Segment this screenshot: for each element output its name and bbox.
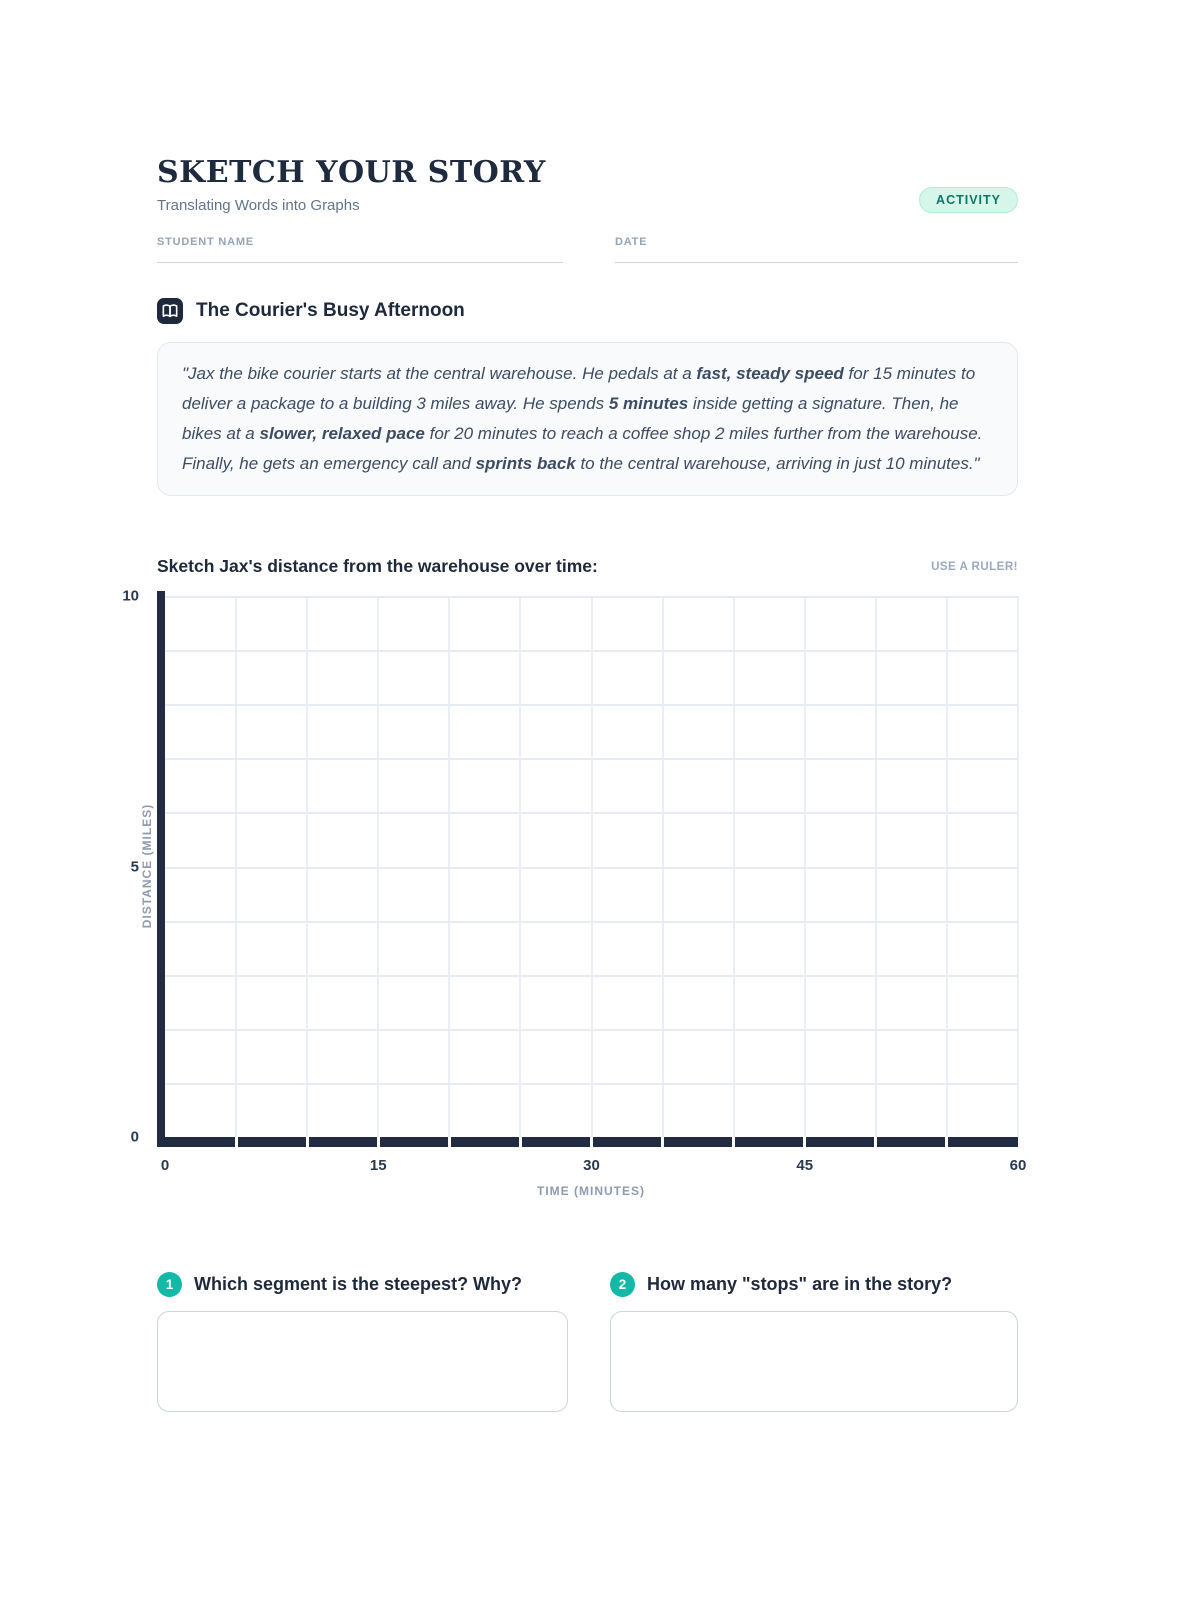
axis-grid-gap: [234, 1137, 238, 1147]
question-1-header: 1 Which segment is the steepest? Why?: [157, 1272, 568, 1297]
date-field[interactable]: DATE: [615, 236, 1018, 263]
story-phrase: "Jax the bike courier starts at the cent…: [182, 364, 697, 383]
question-2-number-badge: 2: [610, 1272, 635, 1297]
horizontal-gridline: [165, 704, 1018, 707]
page-subtitle: Translating Words into Graphs: [157, 197, 360, 214]
worksheet-page: SKETCH YOUR STORY Translating Words into…: [122, 0, 1026, 1600]
axis-grid-gap: [732, 1137, 736, 1147]
y-tick-label: 5: [130, 858, 139, 875]
story-text: "Jax the bike courier starts at the cent…: [182, 359, 993, 479]
story-phrase: for 15 minutes to deliver a package to a…: [182, 364, 976, 413]
question-2: 2 How many "stops" are in the story?: [610, 1272, 1018, 1412]
date-input[interactable]: [615, 248, 1018, 263]
x-tick-label: 45: [796, 1157, 814, 1174]
x-tick-label: 15: [369, 1157, 387, 1174]
axis-grid-gap: [945, 1137, 949, 1147]
horizontal-gridline: [165, 758, 1018, 761]
horizontal-gridline: [165, 596, 1018, 598]
story-bold-phrase: slower, relaxed pace: [259, 424, 425, 443]
axis-grid-gap: [305, 1137, 309, 1147]
axis-grid-gap: [447, 1137, 451, 1147]
story-header: The Courier's Busy Afternoon: [157, 298, 465, 324]
story-phrase: for 20 minutes to reach a coffee shop 2 …: [182, 424, 983, 473]
answer-box-1[interactable]: [157, 1311, 568, 1412]
horizontal-gridline: [165, 812, 1018, 815]
story-phrase: inside getting a signature. Then, he bik…: [182, 394, 959, 443]
axis-grid-gap: [874, 1137, 878, 1147]
date-label: DATE: [615, 236, 648, 248]
horizontal-gridline: [165, 1082, 1018, 1085]
horizontal-gridline: [165, 650, 1018, 653]
horizontal-gridline: [165, 974, 1018, 977]
x-tick-label: 0: [160, 1157, 170, 1174]
story-phrase: to the central warehouse, arriving in ju…: [575, 454, 980, 473]
y-axis-title: DISTANCE (MILES): [140, 803, 154, 929]
axis-grid-gap: [590, 1137, 593, 1147]
story-bold-phrase: 5 minutes: [608, 394, 689, 413]
horizontal-gridline: [165, 866, 1018, 869]
student-name-input[interactable]: [157, 248, 563, 263]
question-2-text: How many "stops" are in the story?: [647, 1274, 953, 1294]
story-box: "Jax the bike courier starts at the cent…: [157, 342, 1018, 496]
axis-grid-gap: [376, 1137, 380, 1147]
open-book-icon: [157, 298, 183, 324]
vertical-gridline: [1017, 596, 1019, 1137]
axis-grid-gap: [803, 1137, 807, 1147]
activity-badge: ACTIVITY: [919, 187, 1018, 213]
answer-box-2[interactable]: [610, 1311, 1018, 1412]
x-axis-title: TIME (MINUTES): [537, 1184, 645, 1198]
y-tick-label: 10: [122, 587, 139, 605]
page-title: SKETCH YOUR STORY: [157, 155, 546, 190]
student-name-label: STUDENT NAME: [157, 236, 254, 248]
y-axis: [157, 591, 165, 1147]
axis-grid-gap: [661, 1137, 665, 1147]
story-bold-phrase: sprints back: [475, 454, 576, 473]
ruler-hint: USE A RULER!: [931, 561, 1018, 573]
question-1: 1 Which segment is the steepest? Why?: [157, 1272, 568, 1412]
story-heading: The Courier's Busy Afternoon: [196, 300, 465, 321]
y-tick-label: 0: [130, 1128, 139, 1146]
chart: DISTANCE (MILES) TIME (MINUTES) 0 15 30 45 6…: [122, 588, 1026, 1199]
horizontal-gridline: [165, 920, 1018, 923]
question-1-number-badge: 1: [157, 1272, 182, 1297]
question-2-header: 2 How many "stops" are in the story?: [610, 1272, 1018, 1297]
axis-grid-gap: [518, 1137, 522, 1147]
x-axis: [157, 1137, 1018, 1147]
story-bold-phrase: fast, steady speed: [696, 364, 844, 383]
horizontal-gridline: [165, 1028, 1018, 1031]
x-tick-label: 30: [583, 1157, 600, 1174]
x-tick-label: 60: [1009, 1157, 1027, 1174]
student-name-field[interactable]: STUDENT NAME: [157, 236, 563, 263]
graph-prompt: Sketch Jax's distance from the warehouse…: [157, 556, 598, 576]
sketch-grid[interactable]: [165, 596, 1019, 1137]
question-1-text: Which segment is the steepest? Why?: [194, 1274, 523, 1294]
